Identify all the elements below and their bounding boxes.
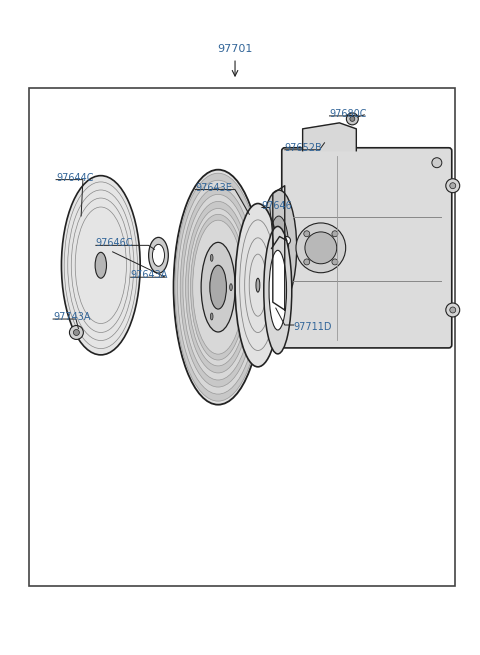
Ellipse shape [186,201,251,373]
Ellipse shape [191,214,246,360]
Text: 97646: 97646 [262,200,293,210]
Ellipse shape [210,313,213,320]
Circle shape [432,158,442,168]
Text: 97652B: 97652B [285,143,323,153]
Circle shape [350,117,355,121]
Circle shape [283,236,290,244]
Text: 97711D: 97711D [294,322,332,332]
Ellipse shape [210,254,213,261]
Ellipse shape [174,170,263,405]
Polygon shape [302,123,356,151]
Ellipse shape [178,180,259,394]
Ellipse shape [274,233,283,262]
Ellipse shape [61,176,140,355]
Circle shape [332,231,338,236]
Ellipse shape [149,237,168,273]
Ellipse shape [269,216,288,280]
Circle shape [347,113,358,125]
Circle shape [446,303,460,317]
Ellipse shape [192,220,243,354]
Text: 97643A: 97643A [131,271,168,280]
Bar [29,88,455,586]
Ellipse shape [269,250,287,330]
Ellipse shape [201,242,235,332]
Circle shape [305,232,337,264]
Text: 97644C: 97644C [56,173,94,183]
Ellipse shape [210,265,227,309]
Ellipse shape [95,252,107,278]
Circle shape [73,329,79,335]
Text: 97701: 97701 [217,44,252,54]
Circle shape [304,259,310,265]
Ellipse shape [229,284,232,291]
Ellipse shape [180,187,256,387]
Circle shape [446,179,460,193]
Circle shape [450,307,456,313]
Text: 97646C: 97646C [96,238,133,248]
Ellipse shape [256,278,260,292]
Circle shape [70,326,84,339]
Ellipse shape [264,227,292,354]
FancyBboxPatch shape [282,148,452,348]
Ellipse shape [261,190,297,306]
Text: 97743A: 97743A [53,312,91,322]
Circle shape [332,259,338,265]
Circle shape [304,231,310,236]
Ellipse shape [175,173,262,401]
Ellipse shape [188,208,248,366]
Text: 97680C: 97680C [329,109,367,119]
Circle shape [296,223,346,272]
Circle shape [450,183,456,189]
Ellipse shape [235,204,281,367]
Ellipse shape [183,195,253,380]
Ellipse shape [153,244,165,267]
Text: 97643E: 97643E [195,183,232,193]
